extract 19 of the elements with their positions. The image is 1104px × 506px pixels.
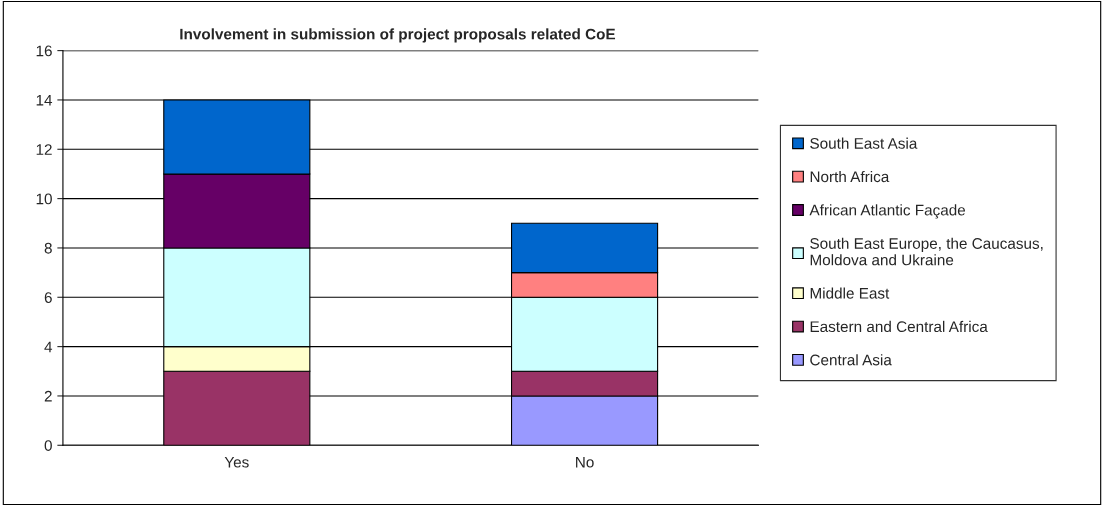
legend-label: African Atlantic Façade — [809, 204, 966, 219]
y-tick-label: 0 — [44, 440, 52, 451]
legend-label: Eastern and Central Africa — [810, 320, 988, 333]
x-tick-label: Yes — [224, 456, 249, 468]
y-tick-label: 14 — [36, 94, 53, 106]
legend-label: South East Europe, the Caucasus, Moldova and Ukraine — [810, 237, 1043, 266]
legend-label: South East Asia — [810, 137, 918, 149]
y-tick-label: 8 — [44, 242, 52, 254]
y-tick-label: 6 — [44, 292, 52, 303]
chart-title: Involvement in submission of project proposals related CoE — [180, 28, 616, 43]
y-tick-label: 12 — [36, 144, 52, 155]
legend-label: Middle East — [810, 287, 890, 299]
y-tick-label: 4 — [44, 341, 53, 353]
y-tick-label: 2 — [44, 390, 52, 402]
legend-label: North Africa — [810, 170, 890, 183]
y-tick-label: 16 — [36, 45, 52, 57]
legend-label: Central Asia — [810, 354, 892, 366]
x-tick-label: No — [576, 456, 594, 468]
y-tick-label: 10 — [36, 193, 52, 205]
